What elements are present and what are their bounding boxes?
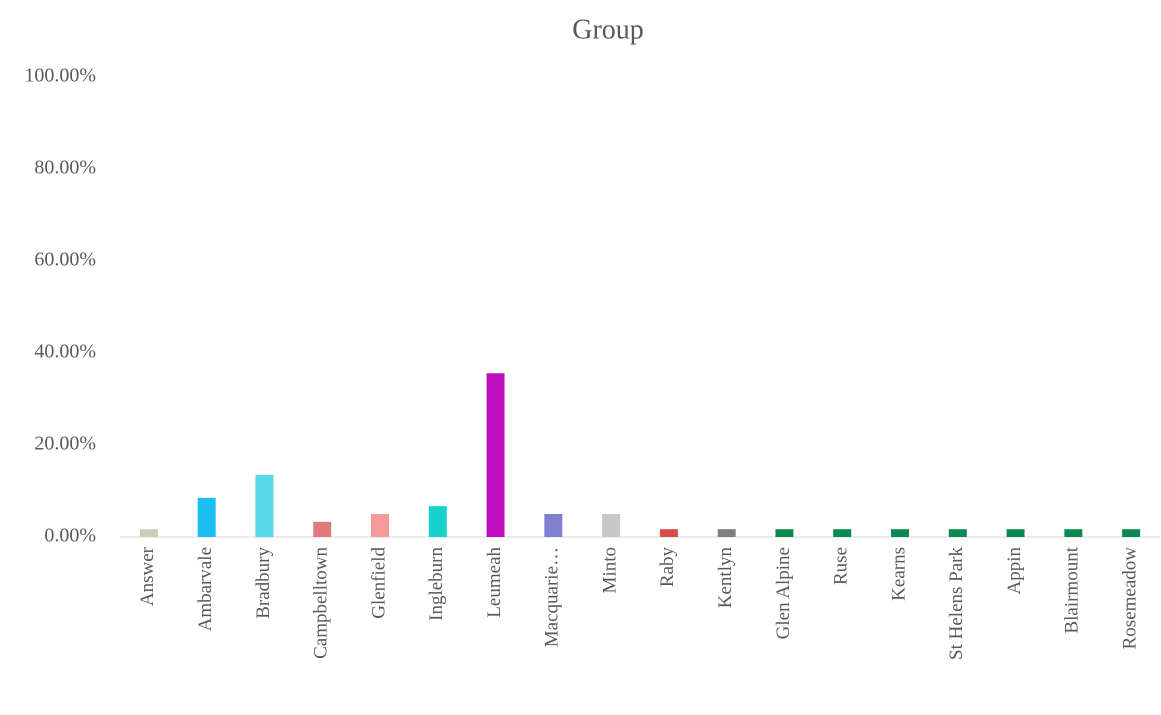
x-tick-label: Raby — [657, 547, 678, 588]
x-tick-label: Leumeah — [484, 547, 505, 618]
bar — [717, 529, 736, 537]
x-tick-label: Ambarvale — [195, 547, 216, 631]
x-tick-label: Kearns — [888, 547, 909, 601]
bar — [659, 529, 678, 537]
y-tick-label: 100.00% — [24, 65, 96, 87]
x-tick-label: St Helens Park — [946, 547, 967, 660]
x-tick-label: Answer — [137, 546, 158, 606]
bar — [775, 529, 794, 537]
bar — [602, 514, 621, 537]
bar — [486, 373, 505, 537]
bar — [428, 506, 447, 537]
y-tick-label: 80.00% — [34, 157, 96, 179]
x-tick-label: Glen Alpine — [773, 547, 794, 639]
bar — [313, 521, 332, 537]
bar — [1006, 529, 1025, 537]
y-tick-label: 0.00% — [44, 525, 96, 547]
bar — [139, 529, 158, 537]
chart-title: Group — [572, 14, 644, 45]
bar — [891, 529, 909, 537]
x-tick-label: Ruse — [831, 547, 852, 585]
x-tick-label: Glenfield — [368, 547, 389, 619]
bar — [948, 529, 967, 537]
bar — [1122, 529, 1141, 537]
x-tick-label: Bradbury — [253, 547, 274, 619]
x-tick-label: Macquarie… — [542, 547, 563, 647]
x-tick-label: Kentlyn — [715, 547, 736, 609]
x-tick-label: Blairmount — [1062, 546, 1083, 633]
y-tick-label: 60.00% — [34, 249, 96, 271]
bar — [197, 497, 216, 537]
bar — [255, 474, 274, 537]
bar — [1064, 529, 1083, 537]
x-tick-label: Ingleburn — [426, 547, 447, 621]
bar — [833, 529, 852, 537]
y-tick-label: 20.00% — [34, 433, 96, 455]
x-tick-label: Minto — [599, 547, 620, 593]
x-tick-label: Campbelltown — [311, 547, 332, 659]
x-tick-label: Appin — [1004, 547, 1025, 595]
bar — [371, 514, 389, 537]
x-tick-label: Rosemeadow — [1119, 547, 1140, 650]
y-tick-label: 40.00% — [34, 341, 96, 363]
bar — [544, 514, 563, 537]
